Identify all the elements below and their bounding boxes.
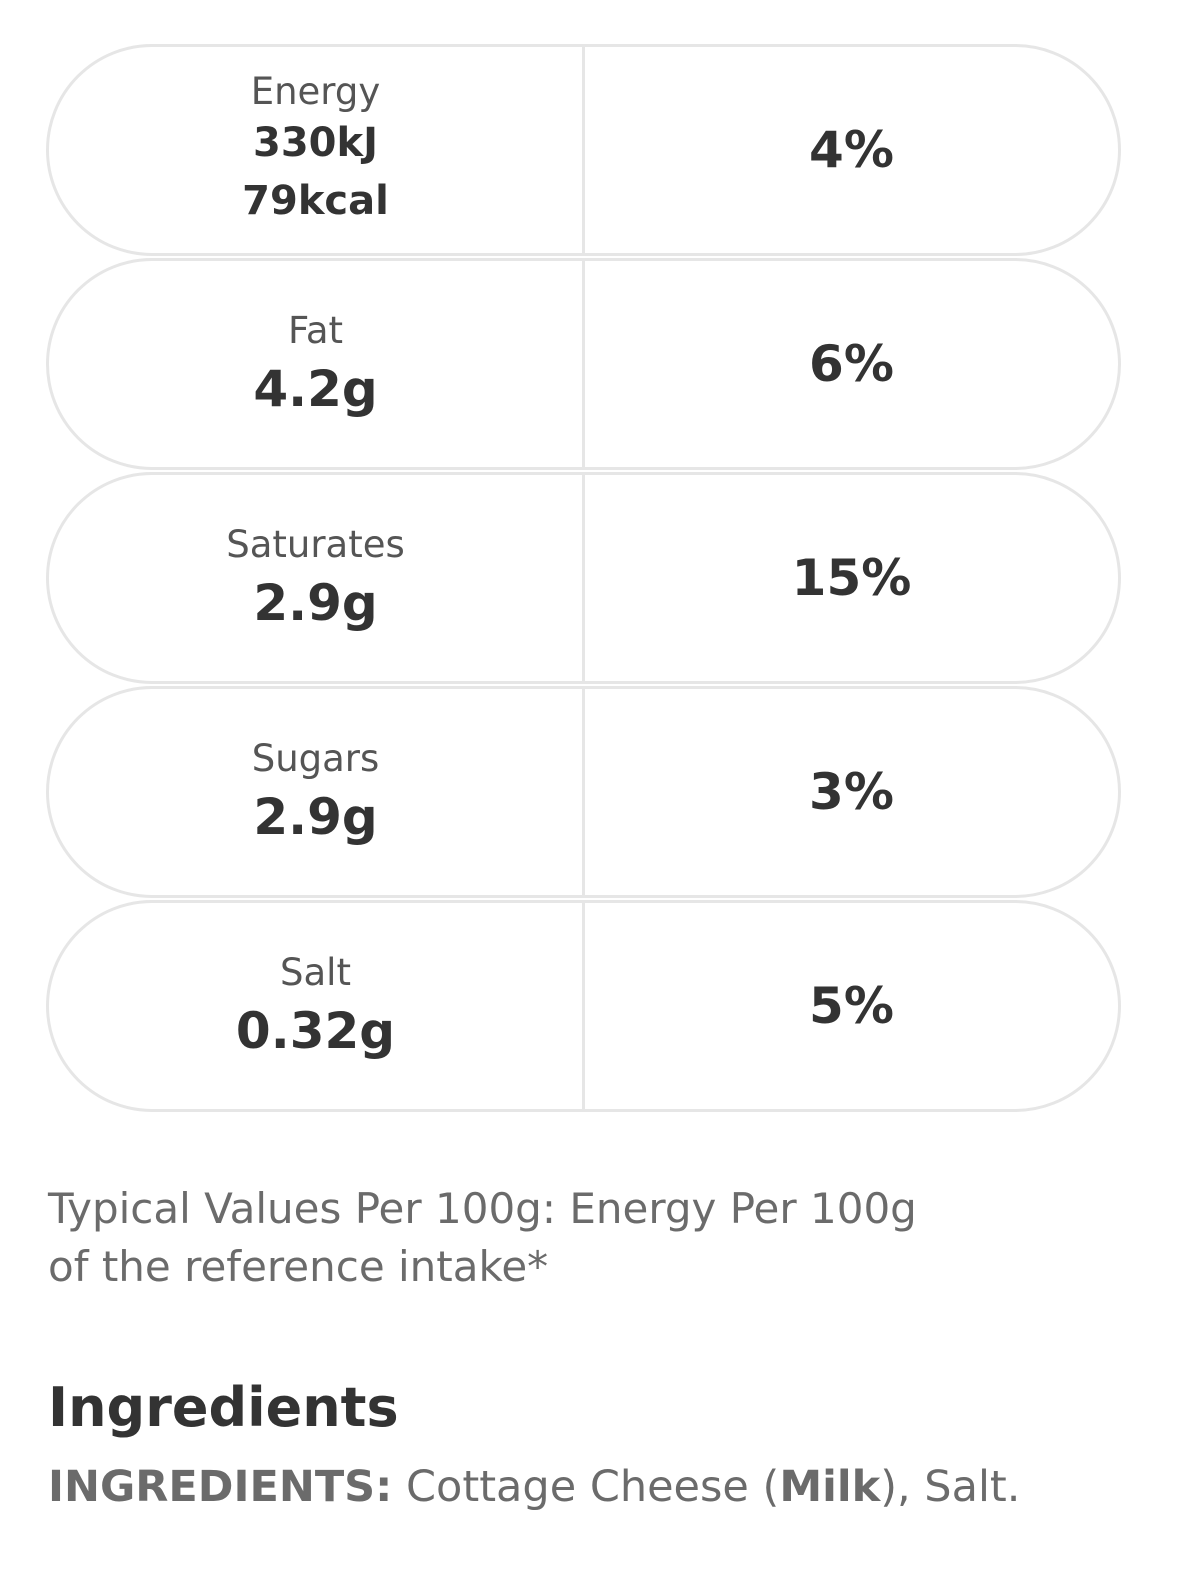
ingredients-heading: Ingredients — [48, 1376, 399, 1439]
nutrient-name: Salt — [280, 950, 351, 994]
nutrition-footnote: Typical Values Per 100g: Energy Per 100g… — [48, 1184, 917, 1291]
nutrient-name: Sugars — [251, 736, 380, 780]
reference-intake-percent: 6% — [809, 335, 894, 393]
ingredients-label: INGREDIENTS: — [48, 1462, 393, 1512]
percent-cell: 4% — [585, 47, 1118, 253]
nutrient-name: Energy — [250, 69, 381, 113]
reference-intake-percent: 15% — [791, 549, 912, 607]
nutrition-table: Energy 330kJ 79kcal 4% Fat 4.2g 6% Satur… — [46, 44, 1121, 1114]
nutrient-cell: Salt 0.32g — [49, 903, 585, 1109]
percent-cell: 15% — [585, 475, 1118, 681]
percent-cell: 5% — [585, 903, 1118, 1109]
nutrient-value-kj: 330kJ — [253, 120, 378, 167]
reference-intake-percent: 4% — [809, 121, 894, 179]
percent-cell: 3% — [585, 689, 1118, 895]
nutrient-value-kcal: 79kcal — [242, 178, 389, 225]
nutrient-cell: Fat 4.2g — [49, 261, 585, 467]
reference-intake-percent: 5% — [809, 977, 894, 1035]
nutrient-cell: Saturates 2.9g — [49, 475, 585, 681]
nutrition-row-fat: Fat 4.2g 6% — [46, 258, 1121, 470]
nutrient-value: 2.9g — [253, 788, 378, 847]
nutrient-name: Saturates — [226, 522, 405, 566]
nutrient-cell: Energy 330kJ 79kcal — [49, 47, 585, 253]
nutrition-row-energy: Energy 330kJ 79kcal 4% — [46, 44, 1121, 256]
allergen-milk: Milk — [779, 1462, 881, 1512]
nutrition-row-saturates: Saturates 2.9g 15% — [46, 472, 1121, 684]
percent-cell: 6% — [585, 261, 1118, 467]
ingredients-list: INGREDIENTS: Cottage Cheese (Milk), Salt… — [48, 1462, 1020, 1512]
nutrition-row-salt: Salt 0.32g 5% — [46, 900, 1121, 1112]
nutrient-cell: Sugars 2.9g — [49, 689, 585, 895]
nutrient-name: Fat — [287, 308, 344, 352]
nutrient-value: 0.32g — [235, 1002, 396, 1061]
nutrient-value: 2.9g — [253, 574, 378, 633]
reference-intake-percent: 3% — [809, 763, 894, 821]
nutrition-row-sugars: Sugars 2.9g 3% — [46, 686, 1121, 898]
ingredients-text-part: Cottage Cheese ( — [392, 1462, 780, 1512]
ingredients-text-part: ), Salt. — [880, 1462, 1021, 1512]
nutrient-value: 4.2g — [253, 360, 378, 419]
